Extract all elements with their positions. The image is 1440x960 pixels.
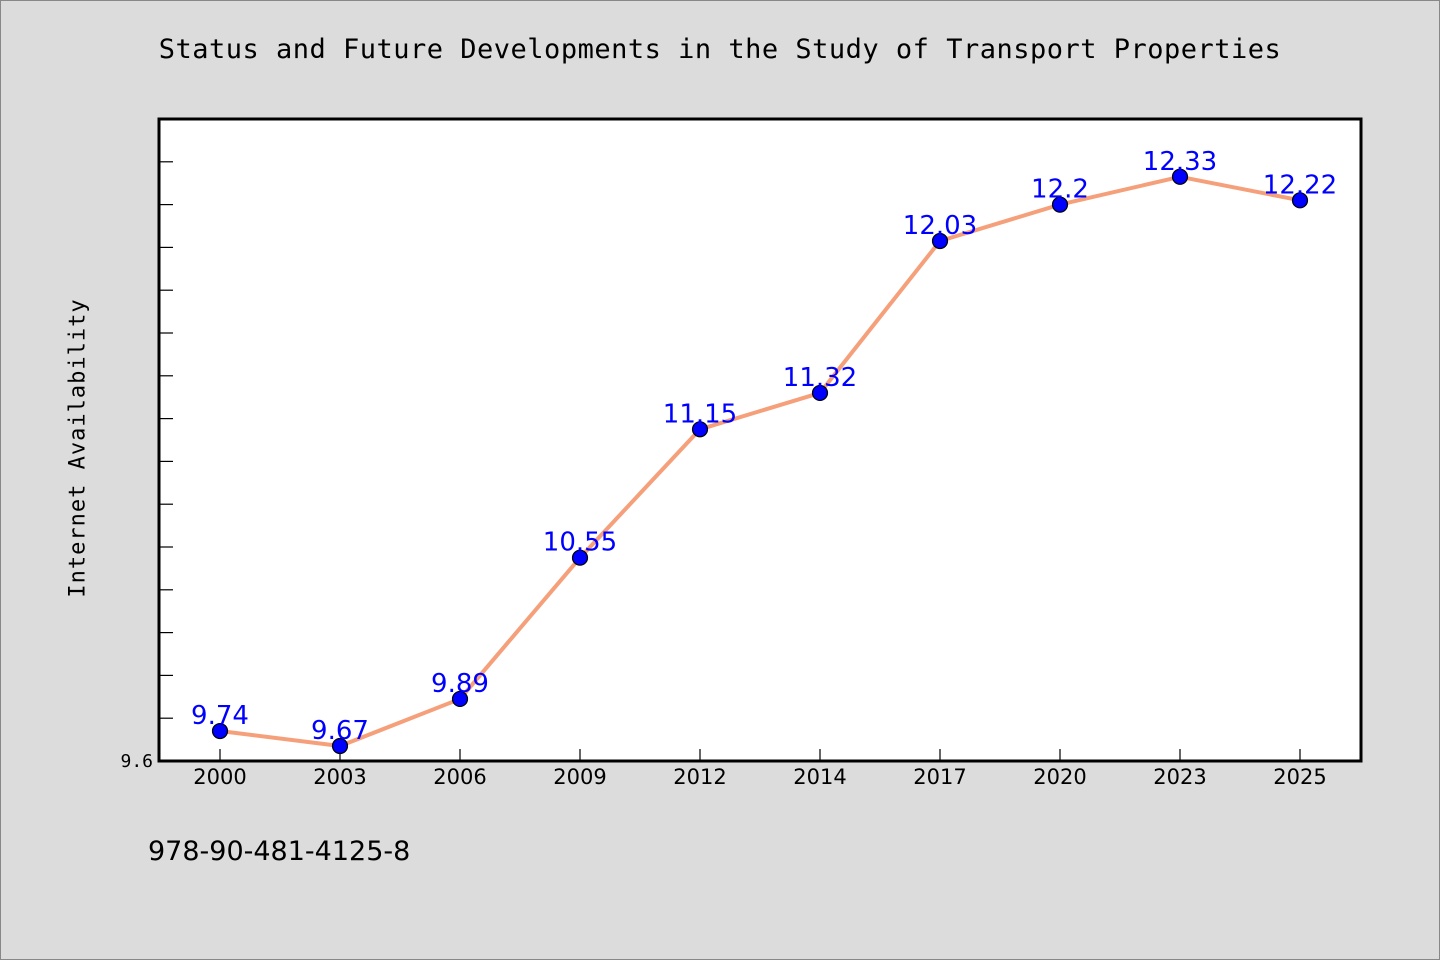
data-label: 9.89	[431, 669, 489, 699]
data-label: 10.55	[543, 528, 617, 558]
data-point	[691, 421, 709, 438]
x-tick-label: 2000	[193, 765, 246, 789]
data-label: 12.22	[1263, 170, 1337, 200]
x-tick-label: 2023	[1153, 765, 1206, 789]
x-tick-label: 2006	[433, 765, 486, 789]
data-label: 11.15	[663, 399, 737, 429]
data-label: 9.74	[191, 701, 249, 731]
x-tick-label: 2020	[1033, 765, 1086, 789]
data-label: 12.33	[1143, 147, 1217, 177]
data-label: 12.03	[903, 211, 977, 241]
data-point	[1171, 168, 1189, 185]
series-line	[219, 174, 1301, 749]
chart-title: Status and Future Developments in the St…	[158, 34, 1282, 65]
isbn-text: 978-90-481-4125-8	[148, 836, 411, 867]
x-tick-label: 2025	[1273, 765, 1326, 789]
data-point	[331, 737, 349, 755]
y-tick-label: 9.6	[120, 751, 153, 772]
data-point	[931, 232, 949, 250]
data-label: 12.2	[1031, 175, 1089, 205]
data-point	[451, 690, 469, 708]
data-point	[211, 722, 229, 740]
data-point	[1051, 196, 1069, 213]
x-tick-label: 2012	[673, 765, 726, 789]
data-point	[571, 549, 589, 566]
data-label: 9.67	[311, 716, 369, 746]
x-tick-label: 2014	[793, 765, 846, 789]
data-label: 11.32	[783, 363, 857, 393]
x-tick-label: 2009	[553, 765, 606, 789]
x-tick-label: 2003	[313, 765, 366, 789]
data-point	[1291, 192, 1309, 209]
x-tick-label: 2017	[913, 765, 966, 789]
plot-area	[157, 117, 1363, 763]
data-point	[811, 384, 829, 402]
